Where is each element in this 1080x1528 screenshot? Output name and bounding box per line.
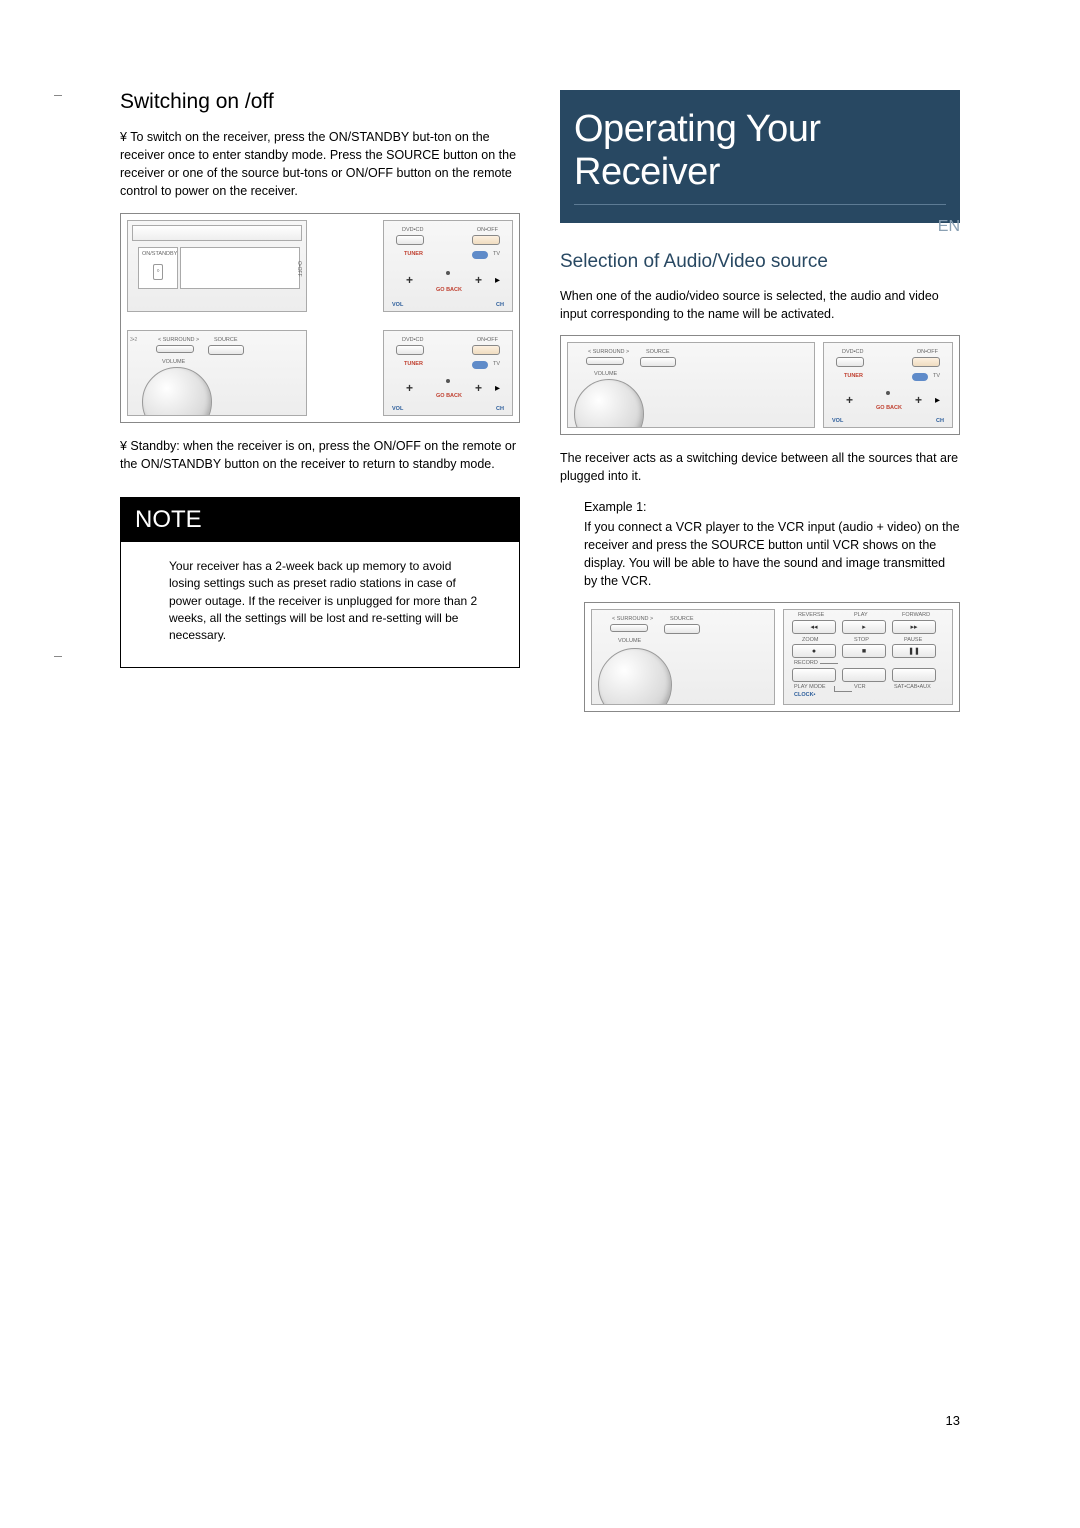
on-standby-label: ON/STANDBY <box>142 251 177 257</box>
receiver-panel: < SURROUND > SOURCE VOLUME 3•2 <box>127 330 307 416</box>
front-panel-illustration: ON/STANDBY ○ O•OFF <box>127 220 307 312</box>
left-column: Switching on /off ¥ To switch on the rec… <box>120 90 520 726</box>
right-column: Operating Your Receiver Selection of Aud… <box>560 90 960 726</box>
tv-label: TV <box>493 251 500 257</box>
remote-panel-bottom: DVD•CD ON•OFF TUNER TV + + ▸ GO BACK VOL… <box>383 330 513 416</box>
remote-panel-2: DVD•CD ON•OFF TUNER TV + + ▸ GO BACK VOL… <box>823 342 953 428</box>
example-body: If you connect a VCR player to the VCR i… <box>584 518 960 591</box>
go-back-label: GO BACK <box>436 287 462 293</box>
diagram-source: < SURROUND > SOURCE VOLUME DVD•CD ON•OFF… <box>560 335 960 435</box>
example-label: Example 1: <box>584 498 960 516</box>
vol-label: VOL <box>392 302 403 308</box>
title-banner: Operating Your Receiver <box>560 90 960 223</box>
dvd-cd-label: DVD•CD <box>402 227 423 233</box>
page-root: Switching on /off ¥ To switch on the rec… <box>0 0 1080 766</box>
source-label: SOURCE <box>214 337 238 343</box>
note-heading: NOTE <box>121 498 519 542</box>
on-off-label: ON•OFF <box>477 227 498 233</box>
tuner-label: TUNER <box>404 251 423 257</box>
selection-para2: The receiver acts as a switching device … <box>560 449 960 485</box>
vcr-remote-panel: REVERSE PLAY FORWARD ◂◂ ▸ ▸▸ ZOOM STOP P… <box>783 609 953 705</box>
switching-heading: Switching on /off <box>120 90 520 114</box>
diagram-power: ON/STANDBY ○ O•OFF DVD•CD ON•OFF TUNER T… <box>120 213 520 423</box>
note-box: NOTE Your receiver has a 2-week back up … <box>120 497 520 668</box>
selection-heading: Selection of Audio/Video source <box>560 251 960 273</box>
switching-para1: ¥ To switch on the receiver, press the O… <box>120 128 520 201</box>
language-tag: EN <box>938 218 960 236</box>
note-body: Your receiver has a 2-week back up memor… <box>121 542 519 667</box>
page-number: 13 <box>946 1413 960 1428</box>
switching-para2: ¥ Standby: when the receiver is on, pres… <box>120 437 520 473</box>
receiver-panel-3: < SURROUND > SOURCE VOLUME <box>591 609 775 705</box>
surround-label: < SURROUND > <box>158 337 199 343</box>
remote-panel-top: DVD•CD ON•OFF TUNER TV + + ▸ GO BACK VOL… <box>383 220 513 312</box>
ch-label: CH <box>496 302 504 308</box>
receiver-panel-2: < SURROUND > SOURCE VOLUME <box>567 342 815 428</box>
selection-para1: When one of the audio/video source is se… <box>560 287 960 323</box>
diagram-vcr: < SURROUND > SOURCE VOLUME REVERSE PLAY … <box>584 602 960 712</box>
volume-label: VOLUME <box>162 359 185 365</box>
title-banner-text: Operating Your Receiver <box>574 108 821 193</box>
